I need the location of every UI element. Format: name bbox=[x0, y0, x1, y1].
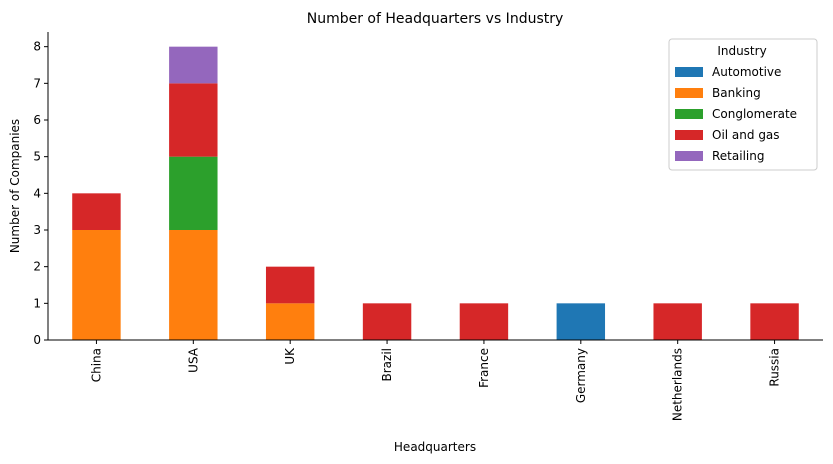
bar-usa-oil-and-gas bbox=[169, 83, 218, 157]
chart-title: Number of Headquarters vs Industry bbox=[307, 11, 564, 27]
legend-title: Industry bbox=[717, 44, 766, 58]
bar-netherlands-oil-and-gas bbox=[653, 303, 702, 340]
y-tick-label: 0 bbox=[33, 333, 41, 347]
legend-swatch-conglomerate bbox=[675, 109, 703, 119]
bar-usa-conglomerate bbox=[169, 156, 218, 230]
plot-area bbox=[72, 46, 799, 340]
x-axis-label: Headquarters bbox=[394, 440, 476, 454]
x-tick-label-germany: Germany bbox=[574, 348, 588, 403]
legend-label-automotive: Automotive bbox=[712, 65, 781, 79]
y-tick-label: 1 bbox=[33, 296, 41, 310]
bar-germany-automotive bbox=[556, 303, 606, 340]
y-tick-label: 5 bbox=[33, 150, 41, 164]
x-tick-label-france: France bbox=[477, 348, 491, 388]
bar-china-oil-and-gas bbox=[72, 193, 121, 230]
legend-label-conglomerate: Conglomerate bbox=[712, 107, 797, 121]
bar-usa-retailing bbox=[169, 46, 218, 84]
y-tick-label: 8 bbox=[33, 40, 41, 54]
x-tick-label-usa: USA bbox=[186, 347, 200, 373]
x-tick-label-china: China bbox=[89, 348, 103, 382]
bar-usa-banking bbox=[169, 230, 218, 340]
bar-uk-banking bbox=[265, 303, 315, 340]
y-tick-label: 7 bbox=[33, 76, 41, 90]
bar-china-banking bbox=[72, 230, 121, 340]
x-tick-label-uk: UK bbox=[283, 347, 297, 365]
bar-brazil-oil-and-gas bbox=[362, 303, 412, 340]
legend-swatch-retailing bbox=[675, 151, 703, 161]
bar-france-oil-and-gas bbox=[459, 303, 509, 340]
y-tick-label: 6 bbox=[33, 113, 41, 127]
x-tick-label-russia: Russia bbox=[768, 348, 782, 387]
legend-swatch-banking bbox=[675, 88, 703, 98]
legend-box bbox=[668, 38, 818, 171]
y-axis-label: Number of Companies bbox=[8, 119, 22, 253]
y-tick-label: 2 bbox=[33, 260, 41, 274]
y-tick-label: 4 bbox=[33, 186, 41, 200]
legend-label-banking: Banking bbox=[712, 86, 761, 100]
y-tick-label: 3 bbox=[33, 223, 41, 237]
bar-russia-oil-and-gas bbox=[750, 303, 799, 340]
axes: 0 1 2 3 4 5 6 7 8 China USA UK Brazil France Germany Ne… bbox=[33, 32, 823, 421]
x-tick-label-brazil: Brazil bbox=[380, 348, 394, 382]
x-tick-label-netherlands: Netherlands bbox=[671, 348, 685, 421]
legend: Industry Automotive Banking Conglomerate Oil… bbox=[668, 38, 818, 171]
legend-label-retailing: Retailing bbox=[712, 149, 764, 163]
bar-uk-oil-and-gas bbox=[265, 266, 315, 304]
legend-swatch-oil-and-gas bbox=[675, 130, 703, 140]
legend-label-oil-and-gas: Oil and gas bbox=[712, 128, 780, 142]
legend-swatch-automotive bbox=[675, 67, 703, 77]
